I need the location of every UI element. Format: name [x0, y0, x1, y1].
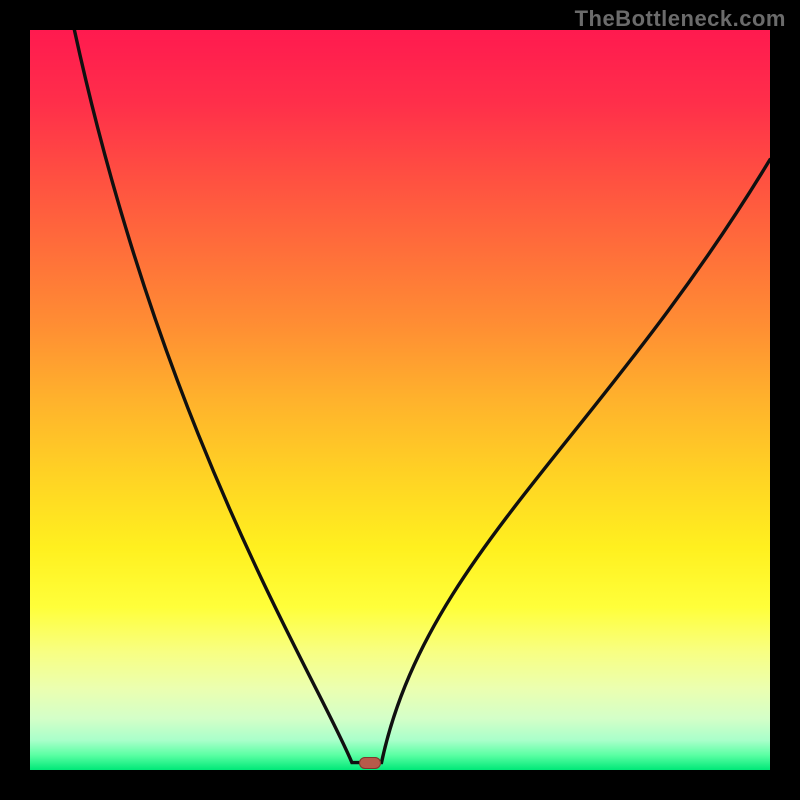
optimal-marker [359, 757, 381, 769]
curve-svg [30, 30, 770, 770]
watermark-text: TheBottleneck.com [575, 6, 786, 32]
plot-area [30, 30, 770, 770]
chart-frame: TheBottleneck.com [0, 0, 800, 800]
bottleneck-curve [74, 30, 770, 763]
